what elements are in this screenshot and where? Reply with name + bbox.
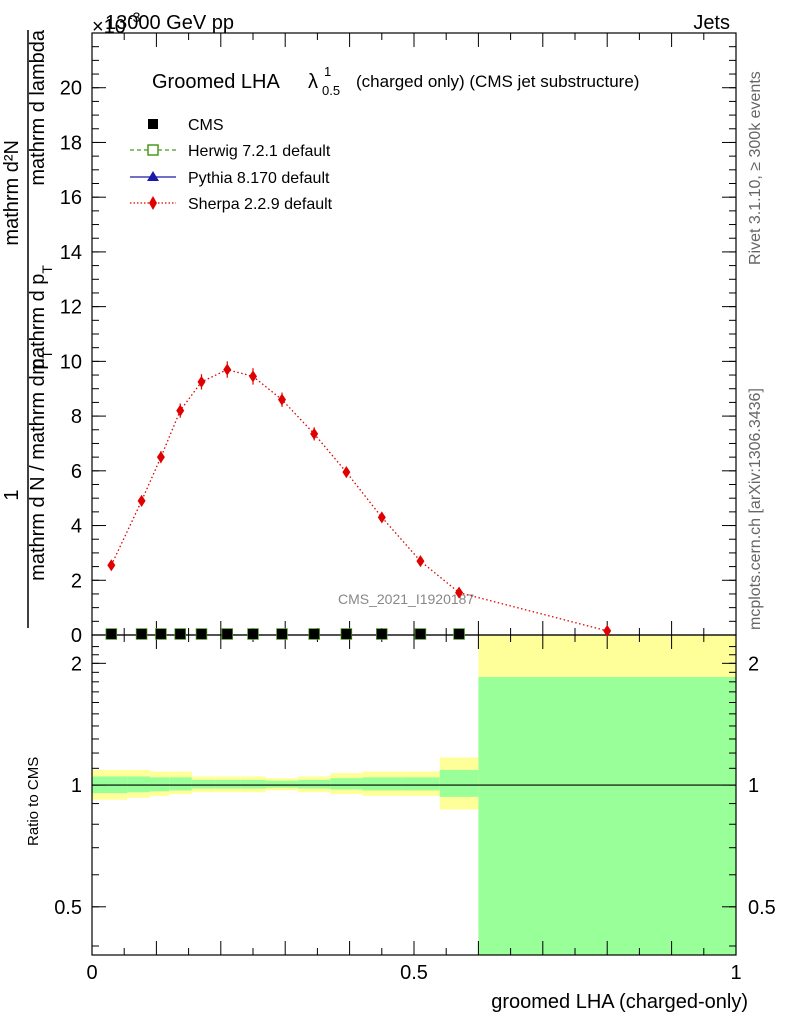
main-ylabel: 1 mathrm d²N mathrm d pT mathrm d lambda…: [1, 29, 55, 628]
series-cms-point: [196, 629, 207, 639]
series-sherpa-point: [377, 511, 386, 524]
series-sherpa-point: [455, 586, 464, 599]
xlabel: groomed LHA (charged-only): [491, 991, 748, 1013]
header-exponent-power: -3: [128, 9, 141, 25]
series-sherpa-point: [249, 370, 257, 383]
series-sherpa-point: [416, 555, 425, 568]
series-sherpa-point: [156, 451, 165, 464]
series-sherpa-point: [197, 375, 206, 388]
main-axes: 0 2 4 6 8 10 12 14 16 18 20: [60, 32, 737, 647]
ratio-band-green: [362, 777, 402, 791]
series-cms-point: [276, 629, 287, 639]
series-cms-point: [454, 629, 465, 639]
header-right: Jets: [693, 12, 730, 34]
series-sherpa-point: [107, 559, 116, 572]
legend: CMS Herwig 7.2.1 default Pythia 8.170 de…: [130, 117, 333, 213]
ratio-xtick-label: 1: [730, 962, 741, 984]
ylabel-mid: mathrm d pT: [27, 265, 55, 375]
ratio-band-green: [298, 779, 331, 789]
legend-entry-pythia: Pythia 8.170 default: [188, 170, 330, 187]
rivet-label: Rivet 3.1.10, ≥ 300k events: [747, 71, 764, 265]
title-sup: 1: [324, 64, 331, 79]
series-cms-point: [341, 629, 352, 639]
series-sherpa-point: [310, 427, 319, 440]
series-sherpa-point: [603, 624, 612, 637]
ratio-ytick-label-right: 2: [748, 653, 759, 675]
title-text: Groomed LHA: [152, 71, 280, 93]
ratio-band-green: [240, 779, 266, 789]
title-symbol: λ: [308, 71, 318, 93]
ratio-ytick-label: 1: [71, 775, 82, 797]
legend-marker-cms: [148, 119, 158, 129]
title-sub: 0.5: [322, 83, 340, 98]
series-sherpa-point: [277, 393, 286, 406]
legend-entry-sherpa: Sherpa 2.2.9 default: [188, 196, 333, 213]
series-sherpa-point: [176, 404, 185, 417]
main-ytick-label: 10: [60, 351, 82, 373]
series-cms-point: [309, 629, 320, 639]
series-sherpa-point: [342, 466, 351, 479]
series-cms-point: [248, 629, 258, 639]
series-cms-point: [155, 629, 166, 639]
ylabel-mid-sub: T: [39, 265, 55, 274]
title-suffix: (charged only) (CMS jet substructure): [356, 72, 639, 91]
series-sherpa-point: [137, 494, 146, 507]
legend-marker-herwig: [147, 144, 159, 156]
series-sherpa-line: [110, 368, 608, 632]
main-ytick-label: 0: [71, 625, 82, 647]
series-cms-point: [136, 629, 147, 639]
main-series: [105, 361, 612, 640]
legend-entry-herwig: Herwig 7.2.1 default: [188, 143, 331, 160]
ratio-band-green: [401, 777, 440, 791]
main-ytick-label: 4: [71, 516, 82, 538]
ratio-band-green: [478, 677, 736, 955]
ratio-band-green: [265, 780, 299, 788]
ratio-band-green: [214, 779, 241, 789]
ylabel-bottom: mathrm d N / mathrm d pT: [27, 350, 55, 581]
main-ytick-label: 12: [60, 297, 82, 319]
series-cms-point: [175, 629, 186, 639]
ratio-band-green: [127, 776, 150, 793]
ylabel-mid2: mathrm d lambda: [27, 29, 49, 185]
ylabel-bottom-sub: T: [39, 350, 55, 359]
ratio-ytick-label: 2: [71, 653, 82, 675]
ylabel-bottom-text: mathrm d N / mathrm d p: [27, 359, 49, 581]
legend-entry-cms: CMS: [188, 117, 224, 134]
legend-marker-sherpa: [149, 196, 157, 210]
chart-title: Groomed LHA λ 1 0.5 (charged only) (CMS …: [152, 64, 639, 98]
ratio-ytick-label-right: 0.5: [748, 897, 776, 919]
main-ytick-label: 20: [60, 78, 82, 100]
series-cms-point: [415, 629, 426, 639]
ratio-band-green: [149, 777, 170, 792]
main-ytick-label: 16: [60, 187, 82, 209]
header-left: 13000 GeV pp: [105, 12, 234, 34]
series-sherpa-point: [223, 363, 232, 376]
ratio-bands: [92, 635, 736, 955]
legend-marker-pythia: [147, 171, 159, 181]
watermark: CMS_2021_I1920187: [338, 591, 474, 607]
main-ytick-label: 2: [71, 570, 82, 592]
series-cms-point: [222, 629, 233, 639]
ylabel-top: mathrm d²N: [1, 140, 23, 246]
ratio-band-green: [191, 779, 215, 789]
ratio-band-green: [439, 769, 479, 797]
main-ytick-label: 18: [60, 132, 82, 154]
main-ytick-label: 14: [60, 242, 82, 264]
ratio-xtick-label: 0: [86, 962, 97, 984]
ratio-ytick-label: 0.5: [54, 897, 82, 919]
ratio-ylabel: Ratio to CMS: [25, 757, 42, 846]
series-cms-point: [106, 629, 117, 639]
ratio-xtick-label: 0.5: [400, 962, 428, 984]
ratio-band-green: [169, 777, 192, 791]
main-ytick-label: 8: [71, 406, 82, 428]
ylabel-mid-text: mathrm d p: [27, 274, 49, 375]
mcplots-label: mcplots.cern.ch [arXiv:1306.3436]: [747, 388, 764, 630]
main-ytick-label: 6: [71, 461, 82, 483]
ratio-ytick-label-right: 1: [748, 775, 759, 797]
ylabel-one: 1: [1, 489, 23, 500]
series-cms-point: [376, 629, 387, 639]
ratio-band-green: [330, 778, 363, 790]
